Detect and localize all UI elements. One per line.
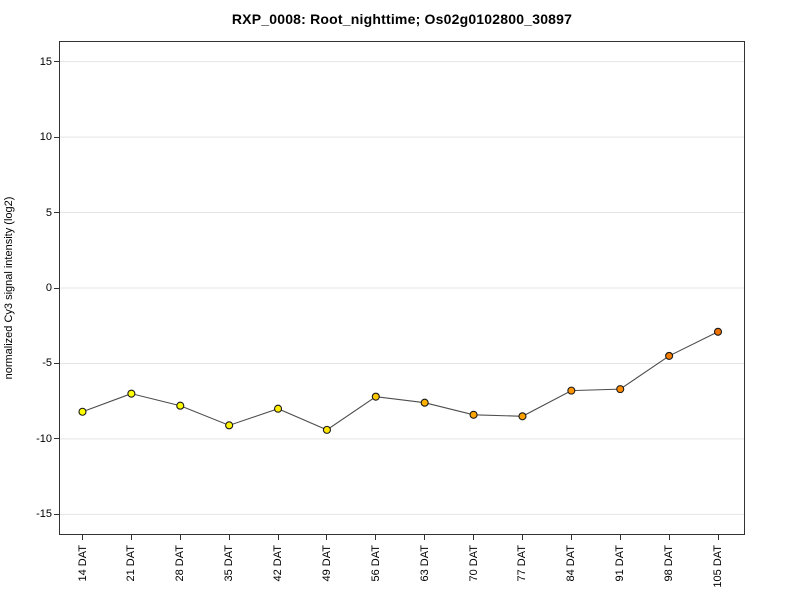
x-tick-label: 56 DAT	[369, 545, 382, 582]
y-tick-label: 15	[39, 55, 52, 68]
x-tick-label: 105 DAT	[712, 545, 724, 588]
y-tick-mark	[54, 61, 60, 63]
data-point	[420, 398, 429, 407]
y-tick-mark	[54, 362, 60, 364]
data-point	[225, 421, 234, 430]
x-tick-label: 98 DAT	[663, 545, 676, 582]
x-tick-mark	[326, 534, 328, 540]
x-tick-label: 21 DAT	[125, 545, 138, 582]
x-tick-mark	[277, 534, 279, 540]
x-tick-label: 35 DAT	[223, 545, 236, 582]
series-line	[82, 331, 719, 431]
chart-title: RXP_0008: Root_nighttime; Os02g0102800_3…	[231, 11, 573, 27]
y-tick-mark	[54, 438, 60, 440]
x-tick-label: 28 DAT	[174, 545, 187, 582]
data-point	[127, 389, 136, 398]
data-point	[567, 386, 576, 395]
data-point	[665, 351, 674, 360]
x-tick-label: 14 DAT	[76, 545, 89, 582]
x-tick-mark	[619, 534, 621, 540]
x-tick-label: 77 DAT	[516, 545, 529, 582]
x-tick-label: 42 DAT	[272, 545, 285, 582]
x-tick-mark	[521, 534, 523, 540]
data-point	[273, 404, 283, 413]
x-tick-mark	[179, 534, 181, 540]
x-tick-label: 84 DAT	[565, 545, 578, 582]
x-tick-label: 63 DAT	[418, 545, 431, 582]
x-tick-label: 70 DAT	[467, 545, 480, 582]
y-tick-label: 0	[45, 282, 52, 294]
x-tick-mark	[228, 534, 230, 540]
line-plot-canvas	[60, 61, 744, 515]
x-tick-mark	[570, 534, 572, 540]
x-tick-label: 49 DAT	[320, 545, 333, 582]
x-tick-mark	[424, 534, 426, 540]
data-point	[518, 412, 527, 421]
y-tick-mark	[54, 212, 60, 214]
y-tick-label: 5	[45, 206, 52, 219]
y-tick-label: -15	[36, 508, 52, 521]
x-tick-mark	[130, 534, 132, 540]
x-tick-mark	[375, 534, 377, 540]
y-tick-mark	[54, 136, 60, 138]
y-tick-label: -10	[36, 432, 52, 445]
data-point	[78, 407, 87, 416]
data-point	[469, 410, 478, 419]
y-tick-mark	[54, 513, 60, 515]
y-tick-mark	[54, 287, 60, 289]
y-tick-label: -5	[42, 357, 52, 370]
x-tick-mark	[668, 534, 670, 540]
x-tick-mark	[82, 534, 83, 540]
y-tick-label: 10	[39, 131, 52, 144]
x-tick-mark	[717, 534, 719, 540]
data-point	[176, 401, 185, 410]
x-tick-mark	[473, 534, 475, 540]
data-point	[713, 327, 723, 336]
data-point	[322, 425, 331, 434]
plot-area	[59, 41, 745, 535]
data-point	[371, 392, 380, 401]
data-point	[616, 385, 625, 394]
x-tick-label: 91 DAT	[614, 545, 627, 582]
